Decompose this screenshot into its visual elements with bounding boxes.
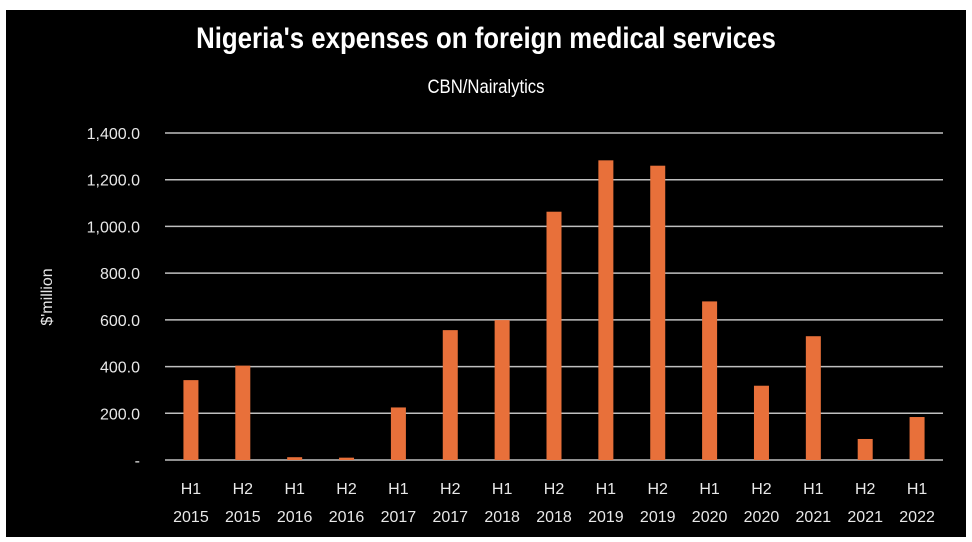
chart-subtitle: CBN/Nairalytics xyxy=(427,77,545,98)
x-tick-label: H1 xyxy=(181,481,202,498)
bar xyxy=(857,438,873,460)
x-tick-label: 2020 xyxy=(692,509,728,526)
x-tick-label: 2021 xyxy=(847,509,883,526)
chart-title: Nigeria's expenses on foreign medical se… xyxy=(196,22,776,55)
y-tick-label: 400.0 xyxy=(100,360,140,377)
x-tick-label: 2021 xyxy=(796,509,832,526)
bar xyxy=(546,211,562,460)
x-tick-label: H2 xyxy=(751,481,772,498)
x-tick-label: 2015 xyxy=(173,509,209,526)
x-tick-label: 2019 xyxy=(640,509,676,526)
x-tick-label: H2 xyxy=(855,481,876,498)
x-tick-label: 2016 xyxy=(277,509,313,526)
y-tick-label: 600.0 xyxy=(100,313,140,330)
y-tick-label: 800.0 xyxy=(100,266,140,283)
x-tick-label: H2 xyxy=(440,481,461,498)
bar xyxy=(753,385,769,460)
x-tick-label: 2022 xyxy=(899,509,935,526)
x-tick-label: 2017 xyxy=(381,509,417,526)
y-tick-label: 1,000.0 xyxy=(87,219,140,236)
x-tick-label: 2020 xyxy=(744,509,780,526)
x-tick-label: H1 xyxy=(492,481,513,498)
bar xyxy=(650,165,666,460)
x-tick-label: 2017 xyxy=(432,509,468,526)
bar xyxy=(390,407,406,460)
bar xyxy=(702,301,718,460)
bar xyxy=(494,320,510,460)
x-tick-label: 2018 xyxy=(536,509,572,526)
bar xyxy=(287,457,303,460)
bar xyxy=(442,330,458,460)
x-tick-label: 2018 xyxy=(484,509,520,526)
bar xyxy=(598,160,614,460)
x-tick-label: 2019 xyxy=(588,509,624,526)
x-tick-label: 2016 xyxy=(329,509,365,526)
bar xyxy=(183,380,199,460)
x-tick-label: H1 xyxy=(388,481,409,498)
bar xyxy=(339,457,355,460)
x-tick-label: H1 xyxy=(803,481,824,498)
x-tick-label: H2 xyxy=(544,481,565,498)
y-axis-label: $'million xyxy=(39,268,56,325)
bar xyxy=(235,365,251,460)
x-tick-label: H1 xyxy=(596,481,617,498)
y-tick-label: 200.0 xyxy=(100,406,140,423)
x-tick-label: 2015 xyxy=(225,509,261,526)
x-tick-label: H2 xyxy=(336,481,357,498)
x-tick-label: H1 xyxy=(699,481,720,498)
x-tick-label: H1 xyxy=(907,481,928,498)
x-tick-label: H2 xyxy=(233,481,254,498)
bar xyxy=(909,417,925,460)
y-tick-label: - xyxy=(135,453,140,470)
x-tick-label: H2 xyxy=(648,481,669,498)
y-tick-label: 1,200.0 xyxy=(87,173,140,190)
bar xyxy=(805,336,821,460)
x-tick-label: H1 xyxy=(284,481,305,498)
y-tick-label: 1,400.0 xyxy=(87,126,140,143)
